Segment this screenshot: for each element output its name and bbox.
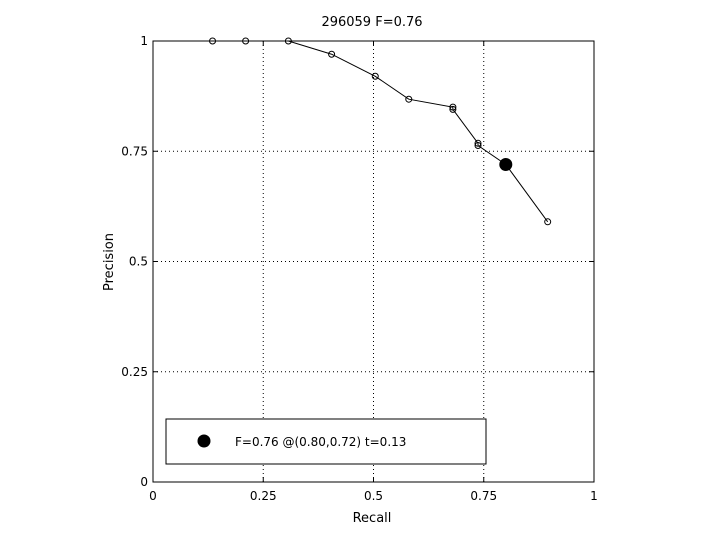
chart-title: 296059 F=0.76 xyxy=(321,15,422,30)
pr-curve-point xyxy=(371,72,379,80)
x-axis-label: Recall xyxy=(353,511,392,526)
y-tick-label: 1 xyxy=(140,34,148,48)
y-tick-label: 0.5 xyxy=(129,255,148,269)
legend: F=0.76 @(0.80,0.72) t=0.13 xyxy=(165,418,487,465)
pr-curve-point xyxy=(474,142,482,150)
best-f-point xyxy=(499,157,513,171)
x-tick-label: 1 xyxy=(590,489,598,503)
x-tick-label: 0.5 xyxy=(364,489,383,503)
pr-curve-point xyxy=(449,105,457,113)
grid xyxy=(153,41,594,482)
x-tick-label: 0.25 xyxy=(250,489,277,503)
x-tick-label: 0 xyxy=(149,489,157,503)
pr-curve-line xyxy=(212,40,549,223)
pr-curve-point xyxy=(474,139,482,147)
pr-curve-point xyxy=(449,103,457,111)
y-tick-label: 0.25 xyxy=(121,365,148,379)
x-axis: 0 0.25 0.5 0.75 1 xyxy=(149,41,598,503)
legend-box xyxy=(165,418,487,465)
pr-curve-point xyxy=(405,95,413,103)
legend-marker xyxy=(197,434,211,448)
pr-curve-point xyxy=(544,218,552,226)
y-axis: 0 0.25 0.5 0.75 1 xyxy=(121,34,594,489)
x-tick-label: 0.75 xyxy=(470,489,497,503)
y-tick-label: 0.75 xyxy=(121,144,148,158)
pr-curve-point xyxy=(242,37,250,45)
pr-curve-point xyxy=(328,50,336,58)
y-axis-label: Precision xyxy=(102,233,117,291)
legend-label: F=0.76 @(0.80,0.72) t=0.13 xyxy=(235,435,406,449)
y-tick-label: 0 xyxy=(140,475,148,489)
pr-curve-point xyxy=(209,37,217,45)
pr-curve-point xyxy=(284,37,292,45)
series-layer xyxy=(209,37,552,226)
